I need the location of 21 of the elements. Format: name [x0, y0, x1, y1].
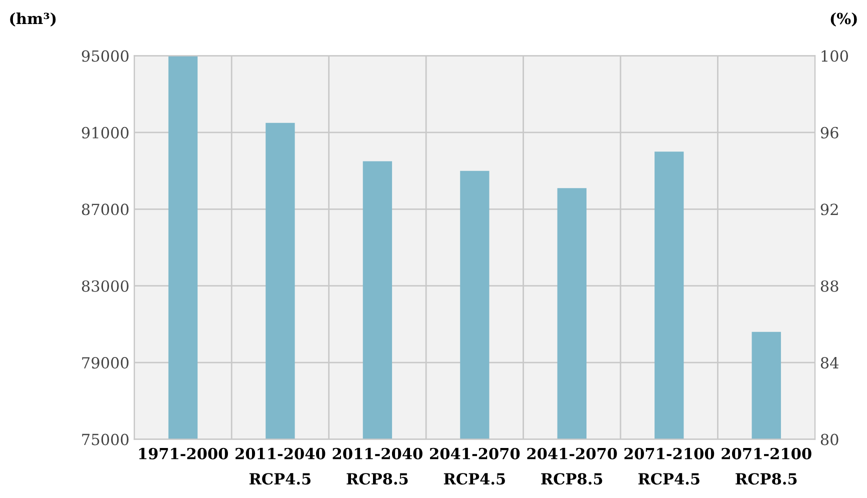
y2-tick-label: 100: [822, 50, 848, 62]
y-tick-label: 83000: [82, 280, 129, 292]
x-tick-label: 2071-2100 RCP4.5: [624, 448, 714, 485]
x-tick-label: 2071-2100 RCP8.5: [722, 448, 812, 485]
x-tick-label: 2041-2070 RCP4.5: [430, 448, 520, 485]
x-tick-label: 2011-2040 RCP4.5: [236, 448, 326, 485]
y2-tick-label: 84: [820, 357, 839, 369]
y2-tick-label: 96: [820, 126, 838, 138]
y-tick-label: 95000: [82, 50, 129, 62]
y-tick-label: 75000: [82, 434, 129, 446]
y-tick-label: 87000: [82, 204, 129, 216]
x-tick-label: 1971-2000: [139, 448, 228, 460]
y2-tick-label: 80: [820, 434, 838, 446]
x-tick-label: 2011-2040 RCP8.5: [332, 448, 422, 485]
y-axis-title: (hm³): [10, 12, 56, 26]
y-tick-label: 91000: [82, 126, 129, 138]
y2-tick-label: 92: [820, 204, 838, 216]
y-tick-label: 79000: [82, 357, 129, 369]
x-tick-label: 2041-2070 RCP8.5: [527, 448, 617, 485]
y2-axis-title: (%): [830, 12, 857, 26]
y2-tick-label: 88: [820, 280, 838, 292]
